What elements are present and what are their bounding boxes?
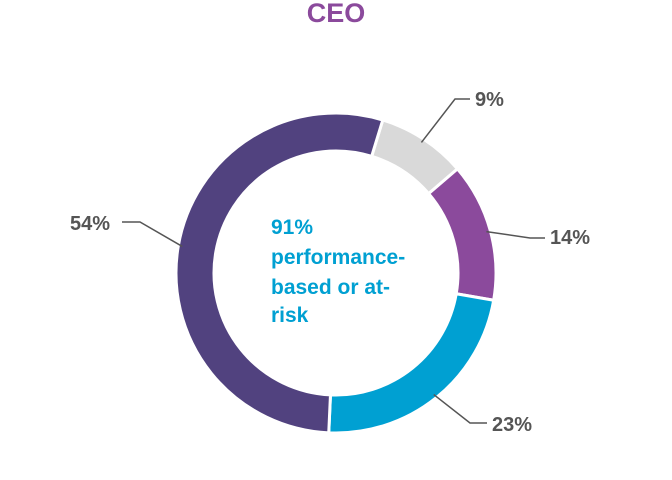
center-label: 91% performance- based or at- risk	[271, 216, 405, 327]
leader-line	[420, 98, 470, 143]
leader-line	[122, 221, 183, 248]
donut-slice-23	[327, 292, 496, 435]
slice-label: 23%	[492, 414, 532, 436]
donut-slice-54	[174, 111, 385, 435]
donut-slice-14	[426, 166, 498, 302]
chart-title: CEO	[307, 0, 366, 28]
center-label-line: 91%	[271, 216, 313, 239]
slice-labels: 9% 14% 23% 54%	[70, 89, 590, 436]
center-label-line: risk	[271, 304, 309, 327]
slice-label: 9%	[475, 89, 504, 111]
center-label-line: performance-	[271, 246, 405, 269]
leader-line	[433, 393, 487, 424]
slice-label: 54%	[70, 213, 110, 235]
leader-lines	[122, 98, 545, 424]
donut-slices	[174, 111, 498, 435]
center-label-line: based or at-	[271, 276, 390, 299]
slice-label: 14%	[550, 227, 590, 249]
leader-line	[486, 230, 545, 239]
